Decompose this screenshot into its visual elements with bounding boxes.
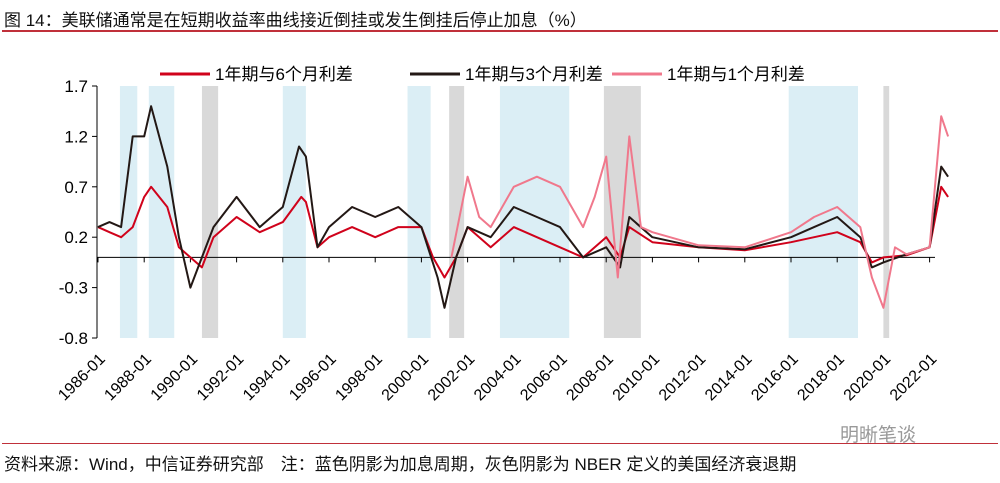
x-tick-label: 1988-01	[101, 351, 155, 405]
footer-divider	[2, 443, 998, 444]
hike-cycle-band	[499, 86, 570, 338]
legend-label: 1年期与6个月利差	[215, 65, 353, 84]
hike-cycle-band	[119, 86, 138, 338]
chart: -0.8 -0.3 0.2 0.7 1.2 1.7 1986-011988-011990-0…	[55, 65, 950, 405]
series-line	[97, 105, 949, 309]
y-tick-label: -0.8	[59, 329, 88, 348]
x-tick-label: 2000-01	[379, 351, 433, 405]
x-tick-label: 2022-01	[887, 351, 941, 405]
x-tick-label: 1996-01	[286, 351, 340, 405]
recession-band	[449, 86, 465, 338]
y-tick-label: -0.3	[59, 279, 88, 298]
x-tick-label: 2016-01	[748, 351, 802, 405]
x-tick-label: 2004-01	[471, 351, 525, 405]
x-tick-label: 1992-01	[194, 351, 248, 405]
x-tick-label: 1986-01	[55, 351, 109, 405]
title-divider	[2, 30, 998, 32]
y-tick-label: 1.2	[64, 127, 88, 146]
x-tick-label: 2012-01	[656, 351, 710, 405]
x-tick-label: 1994-01	[240, 351, 294, 405]
hike-cycle-band	[407, 86, 431, 338]
recession-band	[201, 86, 219, 338]
x-tick-label: 2006-01	[517, 351, 571, 405]
series-line	[97, 185, 949, 279]
legend-label: 1年期与3个月利差	[465, 65, 603, 84]
recession-band	[883, 86, 890, 338]
x-tick-label: 2008-01	[563, 351, 617, 405]
x-tick-label: 2014-01	[702, 351, 756, 405]
source-note: 资料来源：Wind，中信证券研究部 注：蓝色阴影为加息周期，灰色阴影为 NBER…	[4, 455, 797, 474]
x-tick-label: 2002-01	[425, 351, 479, 405]
y-tick-label: 0.2	[64, 228, 88, 247]
y-tick-label: 1.7	[64, 77, 88, 96]
x-tick-label: 1990-01	[148, 351, 202, 405]
legend-label: 1年期与1个月利差	[667, 65, 805, 84]
x-tick-label: 1998-01	[332, 351, 386, 405]
y-tick-label: 0.7	[64, 178, 88, 197]
series-line	[450, 115, 950, 309]
x-tick-label: 2020-01	[841, 351, 895, 405]
x-tick-label: 2018-01	[794, 351, 848, 405]
x-tick-label: 2010-01	[610, 351, 664, 405]
figure-title: 图 14：美联储通常是在短期收益率曲线接近倒挂或发生倒挂后停止加息（%）	[4, 11, 587, 30]
watermark: 明晰笔谈	[840, 425, 917, 446]
hike-cycle-band	[148, 86, 175, 338]
hike-cycle-band	[282, 86, 306, 338]
